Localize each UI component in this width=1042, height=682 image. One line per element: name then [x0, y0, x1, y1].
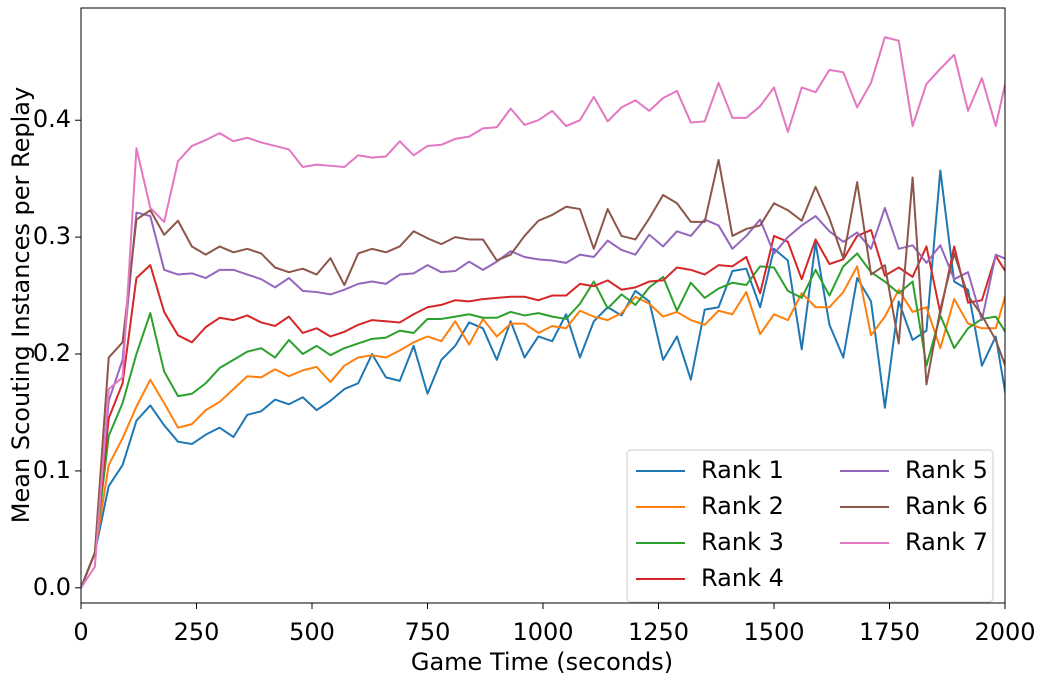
legend-label: Rank 6	[905, 492, 988, 520]
x-tick-label: 250	[174, 618, 220, 646]
series-line	[81, 169, 1005, 589]
series-line	[81, 36, 1005, 589]
legend-box	[626, 449, 994, 603]
y-tick-label: 0.3	[33, 222, 71, 250]
y-tick-label: 0.1	[33, 456, 71, 484]
x-tick-label: 1750	[859, 618, 920, 646]
series-line	[81, 158, 1005, 589]
series-line	[81, 206, 1005, 589]
x-axis-label: Game Time (seconds)	[411, 648, 673, 676]
y-axis-label: Mean Scouting Instances per Replay	[7, 87, 35, 523]
x-tick-label: 1250	[628, 618, 689, 646]
y-tick-label: 0.4	[33, 105, 71, 133]
x-tick-label: 500	[289, 618, 335, 646]
legend-label: Rank 1	[701, 456, 784, 484]
x-tick-label: 2000	[974, 618, 1035, 646]
x-tick-label: 1500	[743, 618, 804, 646]
y-tick-label: 0.2	[33, 339, 71, 367]
legend-label: Rank 5	[905, 456, 988, 484]
legend-label: Rank 2	[701, 492, 784, 520]
series-line	[81, 252, 1005, 589]
legend-label: Rank 7	[905, 528, 988, 556]
x-tick-label: 0	[73, 618, 88, 646]
x-tick-label: 750	[405, 618, 451, 646]
legend: Rank 1 Rank 2 Rank 3 Rank 4 Rank 5 Rank 6 Rank…	[626, 449, 994, 603]
plot-lines	[81, 36, 1005, 589]
y-tick-label: 0.0	[33, 573, 71, 601]
series-line	[81, 229, 1005, 589]
series-line	[81, 265, 1005, 589]
legend-label: Rank 3	[701, 528, 784, 556]
legend-label: Rank 4	[701, 564, 784, 592]
x-tick-label: 1000	[512, 618, 573, 646]
